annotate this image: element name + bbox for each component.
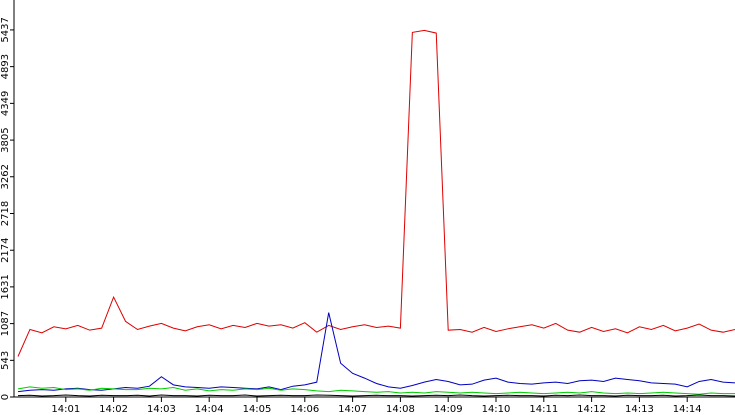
x-tick-label: 14:13: [625, 404, 654, 415]
x-tick-label: 14:12: [577, 404, 606, 415]
x-tick-label: 14:05: [243, 404, 272, 415]
y-tick-label: 5437: [0, 17, 11, 42]
y-tick-label: 2174: [0, 237, 11, 262]
y-tick-label: 543: [0, 351, 11, 370]
x-tick-label: 14:07: [338, 404, 367, 415]
x-tick-label: 14:01: [51, 404, 80, 415]
y-tick-label: 0: [0, 394, 11, 400]
series-line: [17, 394, 735, 397]
x-tick-label: 14:09: [434, 404, 463, 415]
y-tick-label: 4893: [0, 54, 11, 79]
series-line: [17, 29, 735, 357]
x-tick-label: 14:10: [482, 404, 511, 415]
y-tick-label: 4349: [0, 91, 11, 116]
x-tick-label: 14:03: [147, 404, 176, 415]
x-tick-label: 14:14: [673, 404, 702, 415]
x-tick-label: 14:02: [99, 404, 128, 415]
x-tick-label: 14:04: [195, 404, 224, 415]
y-tick-label: 3805: [0, 127, 11, 152]
x-tick-label: 14:08: [386, 404, 415, 415]
y-tick-label: 3262: [0, 164, 11, 189]
y-tick-label: 2718: [0, 201, 11, 226]
x-tick-label: 14:06: [290, 404, 319, 415]
y-tick-label: 1087: [0, 311, 11, 336]
y-tick-label: 1631: [0, 274, 11, 299]
series-line: [17, 312, 735, 393]
series-line: [17, 386, 735, 395]
x-tick-label: 14:11: [529, 404, 558, 415]
